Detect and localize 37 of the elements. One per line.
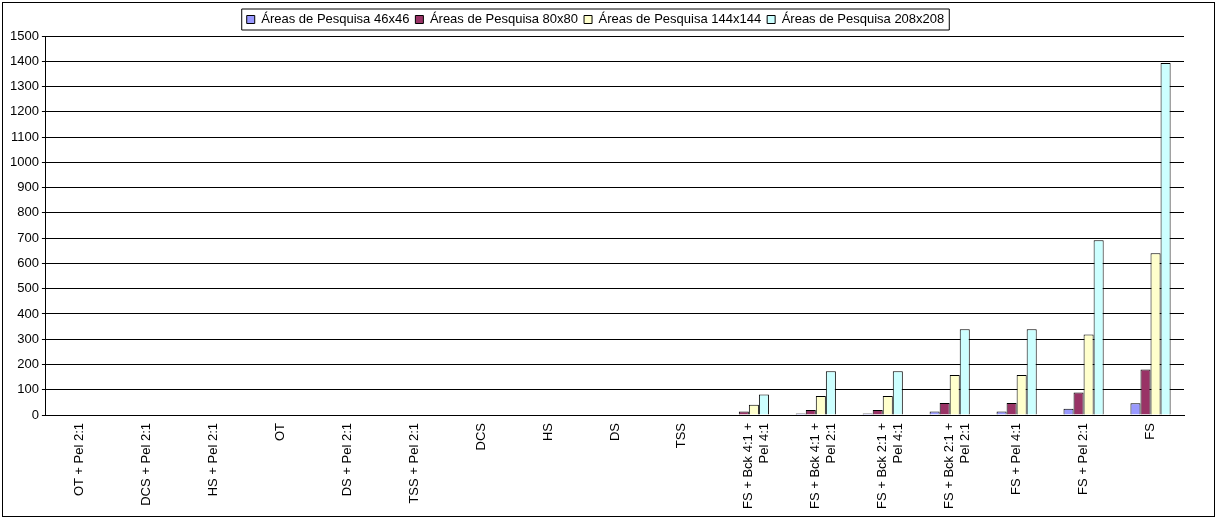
x-tick-label: TSS <box>673 422 689 449</box>
y-tick-label: 1300 <box>10 78 39 94</box>
y-tick-label: 300 <box>17 330 39 346</box>
x-tick-label: DCS + Pel 2:1 <box>137 423 153 506</box>
legend-label: Áreas de Pesquisa 80x80 <box>429 11 579 27</box>
y-tick-label: 700 <box>17 229 39 245</box>
x-tick-label: FS + Bck 4:1 + Pel 4:1 <box>740 423 772 510</box>
y-tick-label: 800 <box>17 204 39 220</box>
x-tick-label: DS <box>606 422 622 442</box>
y-tick-label: 0 <box>31 406 39 422</box>
y-tick-label: 200 <box>17 356 39 372</box>
y-tick-label: 500 <box>17 280 39 296</box>
y-tick-label: 1500 <box>10 27 39 43</box>
x-tick-label: FS + Bck 2:1 + Pel 4:1 <box>874 423 905 510</box>
x-tick-label: FS + Bck 4:1 + Pel 2:1 <box>807 423 838 510</box>
x-tick-label: FS + Pel 4:1 <box>1008 423 1024 495</box>
x-tick-label: FS + Bck 2:1 + Pel 2:1 <box>941 423 972 510</box>
x-tick-label: DS + Pel 2:1 <box>338 423 354 497</box>
y-tick-label: 100 <box>17 381 39 397</box>
legend-label: Áreas de Pesquisa 208x208 <box>781 11 945 27</box>
y-tick-label: 900 <box>17 179 39 195</box>
x-tick-label: FS <box>1142 422 1158 440</box>
x-tick-label: HS <box>539 422 555 442</box>
legend-label: Áreas de Pesquisa 144x144 <box>598 11 762 27</box>
x-tick-label: DCS <box>472 422 488 451</box>
y-tick-label: 600 <box>17 254 39 270</box>
y-tick-label: 1000 <box>10 153 39 169</box>
x-tick-label: OT + Pel 2:1 <box>70 423 86 497</box>
legend-label: Áreas de Pesquisa 46x46 <box>261 11 410 27</box>
y-tick-label: 400 <box>17 305 39 321</box>
x-tick-label: FS + Pel 2:1 <box>1075 423 1091 495</box>
x-tick-label: OT <box>271 422 287 442</box>
x-tick-label: TSS + Pel 2:1 <box>405 423 421 504</box>
y-tick-label: 1100 <box>10 128 39 144</box>
y-tick-label: 1200 <box>10 103 39 119</box>
x-tick-label: HS + Pel 2:1 <box>204 423 220 497</box>
y-tick-label: 1400 <box>10 52 39 68</box>
